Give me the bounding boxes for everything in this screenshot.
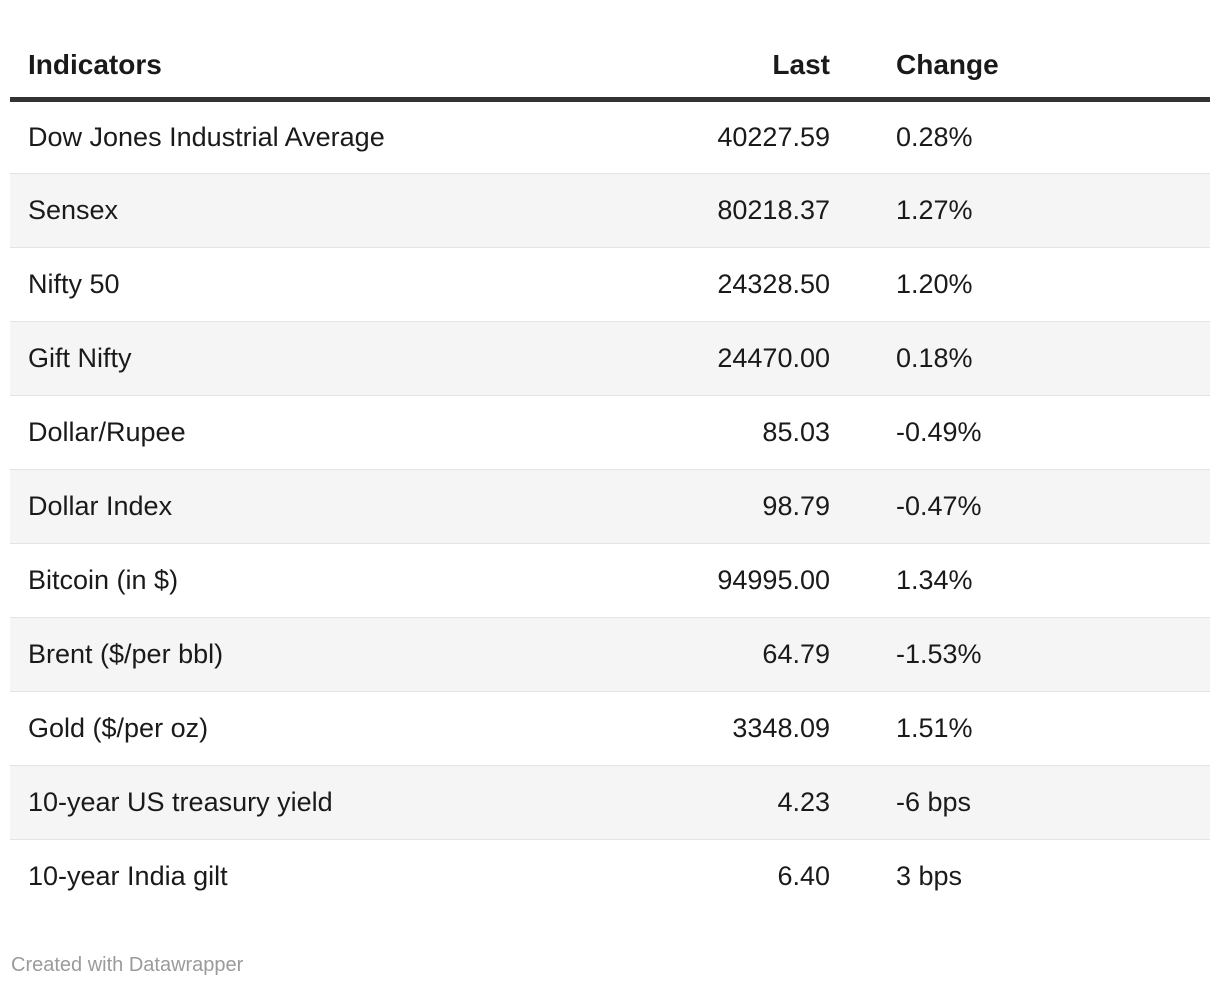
column-header-indicators: Indicators [10,36,660,102]
change-cell: -6 bps [860,765,1210,840]
last-cell: 6.40 [660,839,860,914]
indicator-cell: Sensex [10,173,660,248]
table-row: 10-year India gilt 6.40 3 bps [10,839,1210,914]
last-cell: 4.23 [660,765,860,840]
table-row: Sensex 80218.37 1.27% [10,173,1210,248]
indicator-cell: Gold ($/per oz) [10,691,660,766]
header-row: Indicators Last Change [10,36,1210,102]
indicator-cell: Dollar/Rupee [10,395,660,470]
last-cell: 85.03 [660,395,860,470]
change-cell: 0.18% [860,321,1210,396]
table-row: Gold ($/per oz) 3348.09 1.51% [10,691,1210,766]
table-row: Gift Nifty 24470.00 0.18% [10,321,1210,396]
change-cell: 1.34% [860,543,1210,618]
table-row: 10-year US treasury yield 4.23 -6 bps [10,765,1210,840]
table-row: Dollar/Rupee 85.03 -0.49% [10,395,1210,470]
change-cell: -0.49% [860,395,1210,470]
last-cell: 3348.09 [660,691,860,766]
indicator-cell: Dollar Index [10,469,660,544]
last-cell: 40227.59 [717,122,830,152]
change-cell: -0.47% [860,469,1210,544]
indicators-table: Indicators Last Change Dow Jones Industr… [10,36,1210,914]
table-row: Dow Jones Industrial Average 40227.59 0.28… [10,100,1210,174]
last-cell: 24328.50 [660,247,860,322]
last-cell: 64.79 [660,617,860,692]
indicator-cell: Dow Jones Industrial Average [28,122,385,152]
table-row: Bitcoin (in $) 94995.00 1.34% [10,543,1210,618]
table-row: Dollar Index 98.79 -0.47% [10,469,1210,544]
last-cell: 94995.00 [660,543,860,618]
column-header-change: Change [860,36,1210,102]
table-row: Brent ($/per bbl) 64.79 -1.53% [10,617,1210,692]
indicator-cell: Bitcoin (in $) [10,543,660,618]
attribution: Created with Datawrapper [10,954,1210,977]
change-cell: 1.20% [860,247,1210,322]
last-cell: 80218.37 [660,173,860,248]
last-cell: 24470.00 [660,321,860,396]
table-body: Dow Jones Industrial Average 40227.59 0.28… [10,100,1210,914]
indicator-cell: Nifty 50 [10,247,660,322]
indicator-cell: 10-year US treasury yield [10,765,660,840]
change-cell: -1.53% [860,617,1210,692]
column-header-last: Last [660,36,860,102]
change-cell: 1.51% [860,691,1210,766]
change-cell: 3 bps [860,839,1210,914]
last-cell: 98.79 [660,469,860,544]
indicator-cell: 10-year India gilt [10,839,660,914]
table-row: Nifty 50 24328.50 1.20% [10,247,1210,322]
change-cell: 0.28% [896,122,973,152]
indicator-cell: Brent ($/per bbl) [10,617,660,692]
datawrapper-credit-link[interactable]: Created with Datawrapper [11,953,244,976]
change-cell: 1.27% [860,173,1210,248]
indicator-cell: Gift Nifty [10,321,660,396]
